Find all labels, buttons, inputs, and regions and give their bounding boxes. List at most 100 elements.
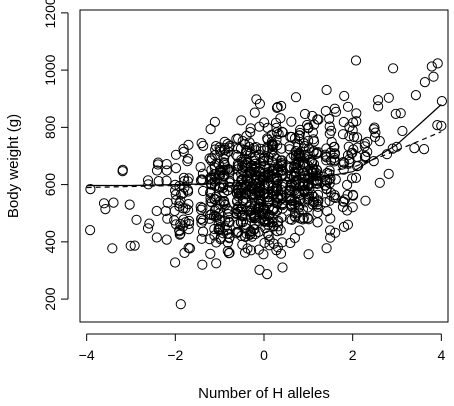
data-point	[161, 165, 172, 176]
data-point	[325, 232, 336, 243]
data-point	[352, 151, 363, 163]
data-point	[410, 90, 421, 101]
data-point	[436, 96, 447, 107]
data-point	[183, 199, 194, 210]
data-point	[360, 195, 371, 206]
data-point	[432, 120, 443, 131]
y-tick-label: 800	[42, 115, 58, 139]
x-tick-label: 0	[260, 347, 268, 363]
data-point	[277, 126, 288, 137]
data-point	[183, 139, 194, 150]
data-point	[254, 264, 265, 275]
data-point	[381, 149, 393, 160]
data-point	[198, 140, 209, 151]
data-point	[85, 225, 96, 236]
data-point	[222, 138, 233, 150]
data-point	[344, 131, 355, 142]
data-point	[374, 136, 385, 147]
data-point	[373, 101, 384, 112]
data-point	[224, 233, 235, 244]
data-point	[325, 173, 336, 184]
data-point	[162, 213, 173, 224]
data-point	[258, 249, 269, 260]
data-point	[222, 164, 233, 175]
data-point	[223, 216, 234, 227]
data-point	[271, 134, 282, 145]
data-point	[303, 214, 314, 225]
data-point	[262, 122, 273, 134]
data-point	[348, 131, 359, 143]
data-point	[262, 228, 273, 239]
data-point	[321, 155, 332, 166]
data-point	[170, 163, 182, 174]
data-point	[267, 217, 278, 228]
data-point	[326, 125, 337, 136]
data-point	[347, 202, 358, 213]
data-point	[197, 259, 208, 270]
data-point	[162, 197, 173, 208]
data-point	[350, 55, 362, 66]
y-tick-label: 200	[42, 287, 58, 311]
data-point	[143, 179, 154, 190]
data-point	[161, 234, 172, 245]
data-point	[297, 204, 308, 215]
data-point	[312, 217, 323, 228]
data-point	[209, 150, 220, 161]
data-point	[183, 153, 194, 164]
data-point	[312, 199, 323, 210]
data-point	[277, 159, 288, 171]
data-point	[151, 205, 162, 217]
data-point	[197, 202, 208, 213]
data-point	[342, 179, 353, 190]
x-axis-title: Number of H alleles	[198, 385, 330, 402]
data-point	[233, 143, 244, 154]
data-point	[151, 232, 162, 243]
data-point	[222, 203, 233, 214]
data-point	[131, 214, 142, 225]
data-point	[249, 107, 260, 118]
data-point	[307, 127, 318, 138]
data-point	[321, 243, 332, 254]
data-point	[324, 128, 335, 139]
data-point	[273, 215, 284, 227]
data-point	[223, 209, 234, 220]
data-point	[107, 243, 118, 254]
x-tick-label: −4	[79, 347, 95, 363]
data-point	[276, 100, 287, 112]
data-point	[390, 108, 401, 120]
data-point	[223, 248, 234, 259]
data-point	[297, 214, 308, 225]
data-point	[322, 206, 333, 217]
data-point	[211, 258, 222, 269]
data-point	[338, 116, 349, 128]
data-point	[306, 156, 317, 167]
x-axis: −4 −2 0 2 4	[79, 333, 445, 363]
x-tick-label: 4	[437, 347, 445, 363]
data-point	[313, 114, 324, 125]
y-tick-label: 1000	[42, 54, 58, 85]
data-point	[325, 213, 336, 224]
data-point	[324, 121, 335, 132]
data-point	[328, 142, 339, 153]
data-point	[306, 189, 317, 200]
data-point	[324, 113, 335, 125]
data-point	[195, 162, 206, 173]
data-point	[183, 224, 194, 235]
data-point	[362, 136, 373, 147]
data-point	[351, 116, 362, 127]
data-point	[205, 193, 216, 204]
data-point	[426, 61, 437, 72]
data-point	[320, 197, 331, 208]
data-point	[218, 165, 229, 176]
data-point	[253, 207, 265, 218]
data-point	[170, 257, 181, 268]
data-point	[237, 217, 248, 228]
data-point	[352, 132, 363, 143]
data-point	[312, 178, 323, 189]
data-point	[263, 230, 274, 241]
data-point	[237, 136, 248, 147]
data-point	[419, 77, 430, 88]
data-point	[183, 186, 194, 197]
data-point	[286, 116, 297, 127]
y-tick-label: 400	[42, 230, 58, 254]
